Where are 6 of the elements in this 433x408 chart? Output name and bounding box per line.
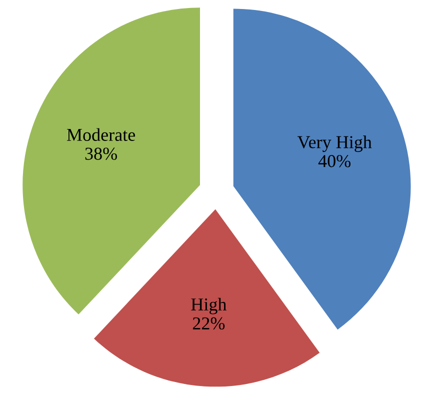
slice-label: Moderate <box>66 128 136 141</box>
data-label: 38% <box>85 148 117 160</box>
data-label: 40% <box>318 155 351 168</box>
slice-label: High <box>191 298 227 314</box>
slice-label: Very High <box>297 136 372 152</box>
data-label: 22% <box>192 317 225 330</box>
